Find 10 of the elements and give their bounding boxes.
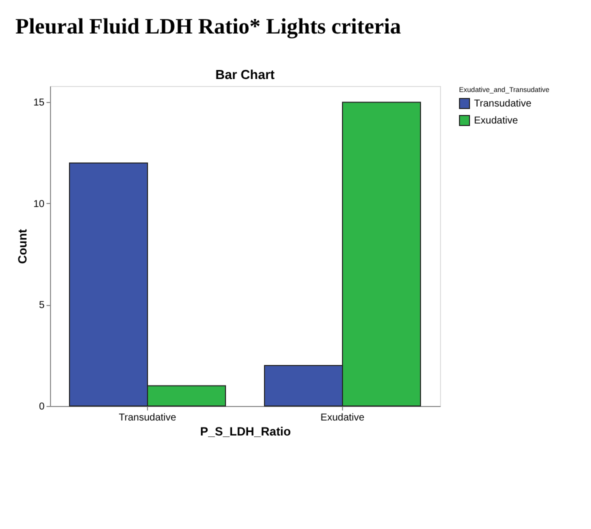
legend-label: Transudative	[474, 98, 532, 110]
y-axis-title: Count	[15, 229, 30, 264]
x-axis-title: P_S_LDH_Ratio	[200, 424, 291, 438]
chart-title: Pleural Fluid LDH Ratio* Lights criteria	[15, 14, 401, 38]
y-tick-label: 0	[38, 402, 45, 412]
y-tick-label: 10	[33, 198, 45, 210]
chart-subtitle: Bar Chart	[215, 67, 276, 82]
y-tick-label: 5	[38, 300, 45, 312]
y-tick-label: 15	[33, 98, 45, 109]
legend-label: Exudative	[474, 116, 518, 126]
